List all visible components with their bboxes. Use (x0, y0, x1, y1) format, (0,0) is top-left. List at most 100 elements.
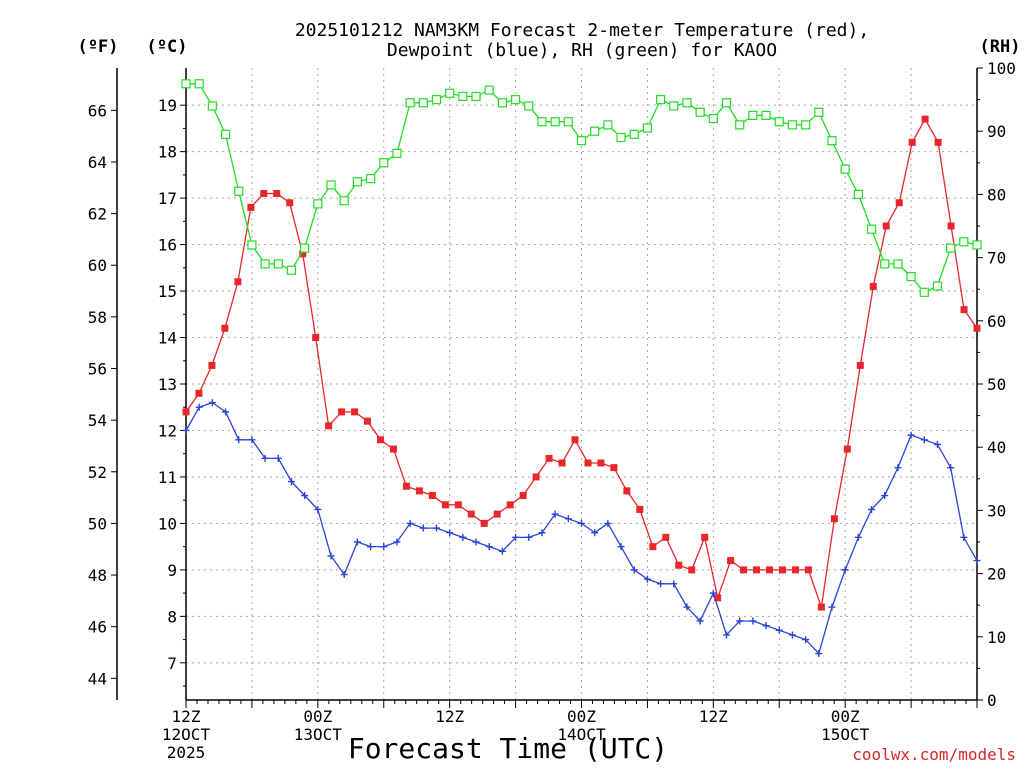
rh-point (787, 120, 798, 130)
time-tick-date: 14OCT (557, 725, 606, 744)
temperature-point (364, 417, 372, 425)
dewpoint-point (617, 543, 625, 551)
fahrenheit-tick-label: 50 (88, 514, 107, 533)
dewpoint-point (512, 533, 520, 541)
rh-point (932, 281, 943, 291)
rh-point (207, 101, 217, 111)
fahrenheit-tick-label: 44 (88, 669, 107, 688)
rh-point (194, 79, 204, 89)
rh-point (919, 287, 929, 297)
dewpoint-point (775, 626, 783, 634)
temperature-point (778, 566, 786, 574)
rh-point (352, 177, 362, 187)
dewpoint-point (643, 575, 651, 583)
dewpoint-point (551, 510, 559, 518)
dewpoint-point (485, 543, 493, 551)
rh-point (576, 136, 587, 146)
rh-point (392, 148, 402, 158)
rh-unit-label: (RH) (980, 37, 1021, 57)
temperature-point (714, 594, 722, 602)
dewpoint-point (446, 529, 454, 537)
dewpoint-point (802, 636, 810, 644)
temperature-point (234, 278, 242, 286)
temperature-point (338, 408, 346, 416)
temperature-point (960, 306, 968, 314)
dewpoint-point (498, 547, 506, 555)
temperature-point (584, 459, 592, 467)
celsius-tick-label: 15 (158, 282, 177, 301)
grid-lines (186, 68, 977, 700)
rh-tick-label: 70 (987, 249, 1006, 268)
temperature-point (623, 487, 631, 495)
rh-point (840, 164, 850, 174)
celsius-tick-label: 8 (167, 607, 177, 626)
fahrenheit-tick-label: 46 (88, 618, 107, 637)
rh-tick-label: 10 (987, 628, 1006, 647)
rh-point (524, 101, 534, 111)
dewpoint-point (881, 492, 889, 500)
dewpoint-point (578, 519, 585, 527)
temperature-point (973, 324, 981, 332)
dewpoint-point (327, 552, 335, 560)
rh-point (418, 98, 428, 108)
rh-point (655, 94, 666, 105)
dewpoint-point (670, 580, 678, 588)
rh-point (853, 189, 863, 199)
dewpoint-point (432, 524, 440, 532)
temperature-point (610, 464, 618, 472)
series-temperature (182, 115, 981, 611)
celsius-tick-label: 12 (158, 421, 177, 440)
temperature-point (208, 361, 216, 369)
fahrenheit-tick-label: 54 (88, 411, 107, 430)
time-tick-label: 12Z (435, 707, 464, 726)
dewpoint-point (301, 492, 309, 500)
time-tick-label: 00Z (567, 707, 596, 726)
temperature-point (727, 557, 735, 565)
temperature-point (286, 199, 294, 207)
fahrenheit-unit-label: (ºF) (78, 37, 119, 57)
rh-point (458, 91, 468, 102)
temperature-point (247, 203, 255, 211)
dewpoint-point (525, 533, 533, 541)
temperature-point (636, 505, 644, 513)
dewpoint-point (538, 529, 546, 537)
celsius-tick-label: 14 (158, 329, 177, 348)
rh-tick-label: 100 (987, 59, 1016, 78)
rh-point (669, 101, 679, 111)
dewpoint-point (274, 454, 282, 462)
dewpoint-point (815, 650, 823, 658)
time-tick-year: 2025 (167, 743, 206, 762)
series-dewpoint (182, 399, 981, 658)
dewpoint-point (894, 464, 902, 472)
temperature-point (532, 473, 540, 481)
dewpoint-point (222, 408, 230, 416)
celsius-tick-label: 16 (158, 236, 177, 255)
temperature-point (325, 422, 333, 430)
time-tick-date: 13OCT (294, 725, 343, 744)
rh-point (735, 120, 745, 130)
celsius-tick-label: 7 (167, 654, 177, 673)
temperature-point (182, 408, 190, 416)
temperature-point (817, 603, 825, 611)
rh-point (365, 174, 376, 184)
dewpoint-point (920, 436, 928, 444)
celsius-tick-label: 19 (158, 96, 177, 115)
dewpoint-point (261, 454, 269, 462)
rh-point (682, 98, 692, 108)
rh-point (972, 240, 982, 250)
rh-point (260, 259, 270, 269)
dewpoint-point (723, 631, 731, 639)
series-layer (181, 79, 982, 658)
dewpoint-point (749, 617, 757, 625)
fahrenheit-tick-label: 64 (88, 153, 107, 172)
rh-tick-label: 0 (987, 691, 997, 710)
dewpoint-point (195, 403, 203, 411)
temperature-point (441, 501, 449, 509)
temperature-point (856, 361, 864, 369)
temperature-point (804, 566, 812, 574)
temperature-point (454, 501, 462, 509)
rh-point (405, 98, 415, 108)
temperature-point (688, 566, 696, 574)
temperature-point (843, 445, 851, 453)
temperature-point (415, 487, 423, 495)
